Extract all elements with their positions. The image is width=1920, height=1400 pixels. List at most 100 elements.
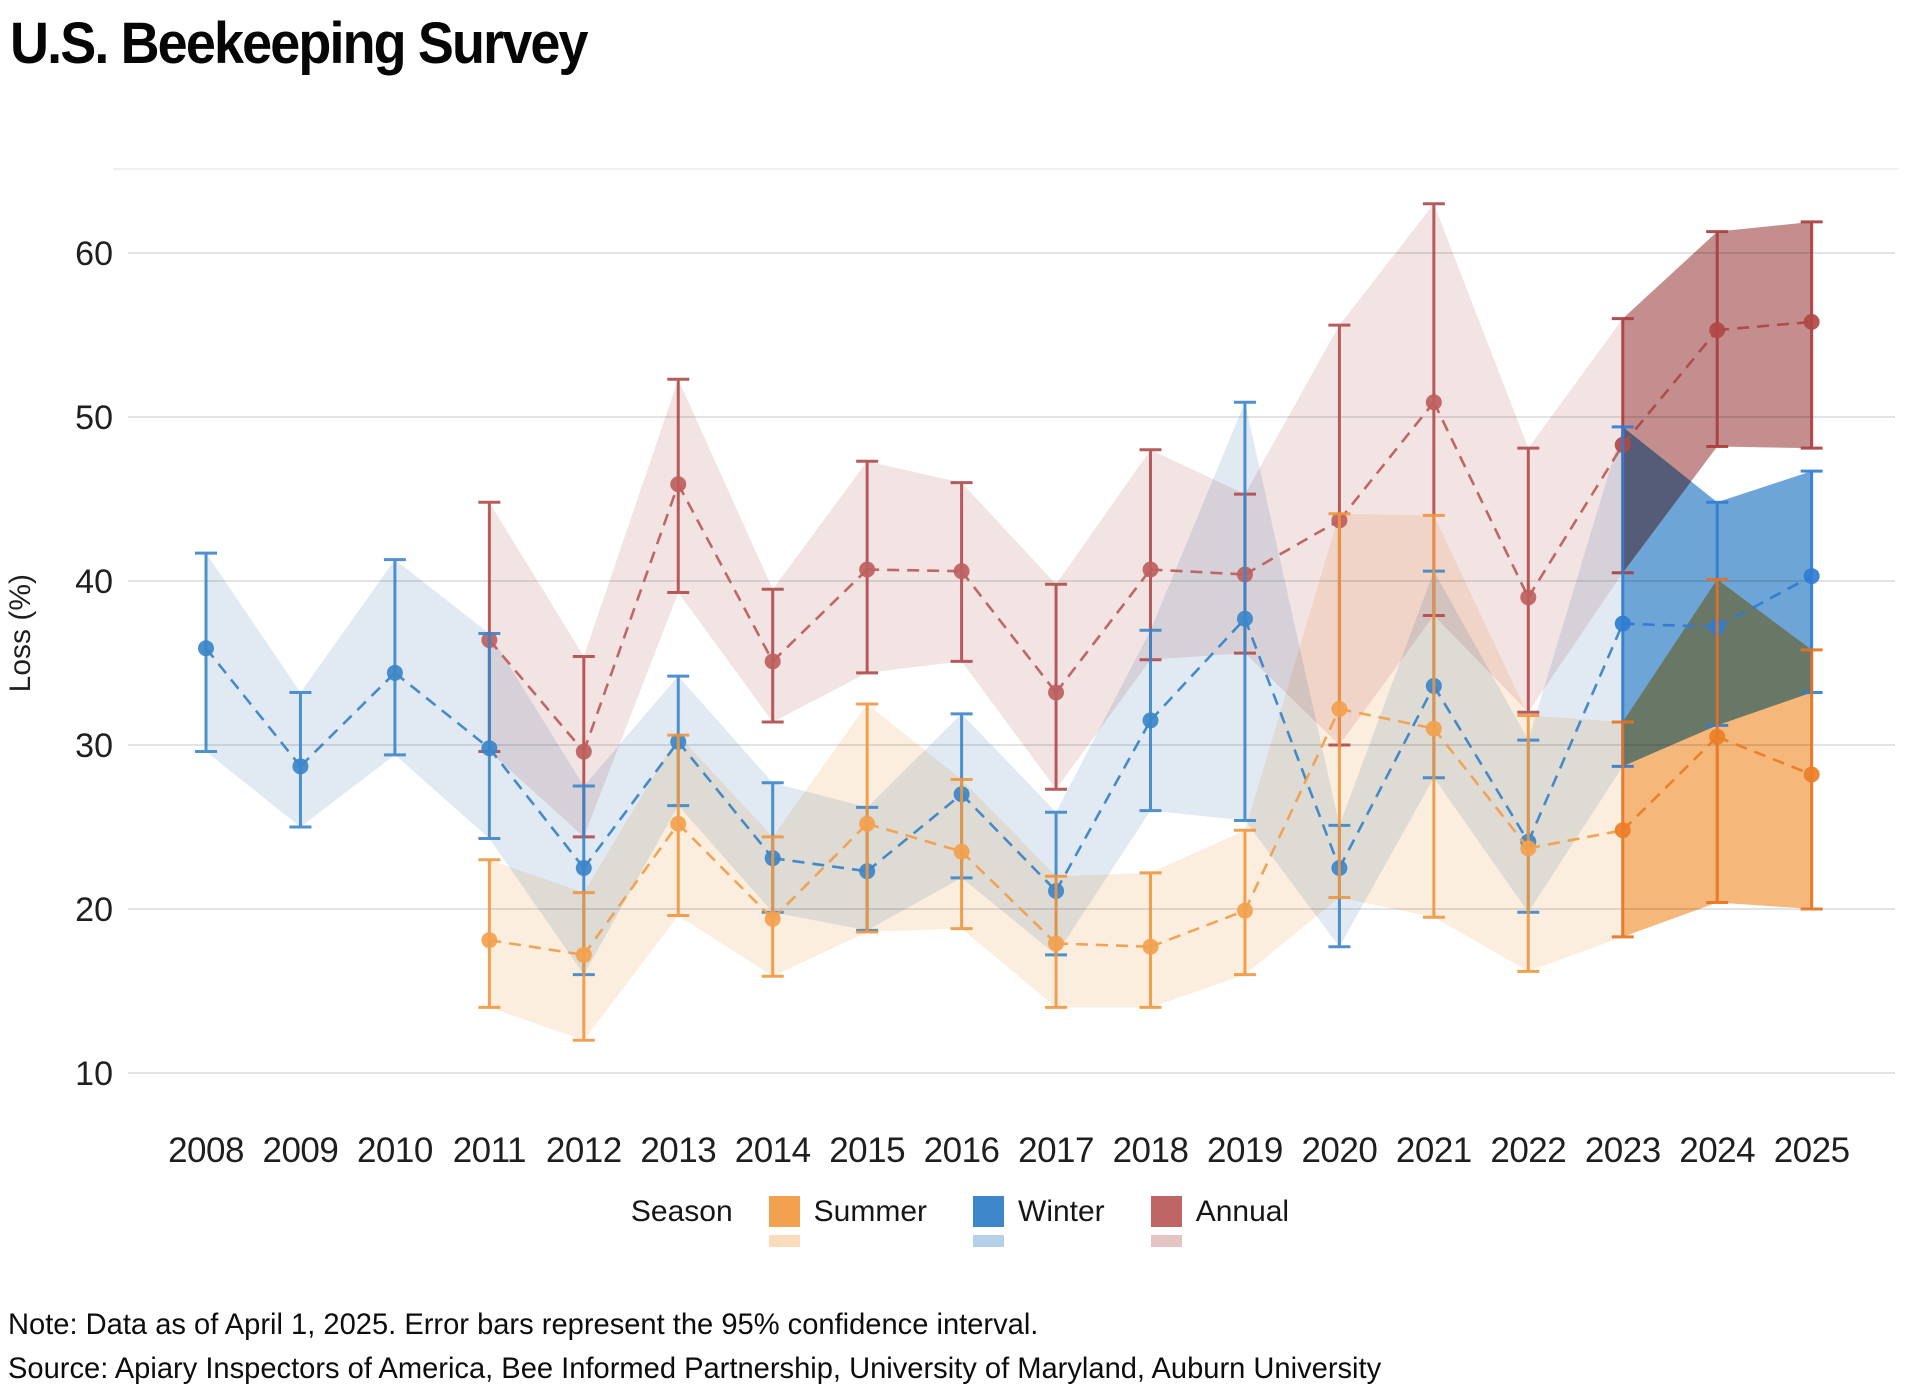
data-point (575, 743, 592, 760)
data-point (1520, 840, 1537, 857)
series-line-segment (1339, 707, 1435, 730)
series-line-segment (1621, 735, 1719, 832)
series-line-segment (1054, 719, 1152, 892)
data-point (1236, 902, 1253, 919)
data-point (953, 563, 970, 580)
series-summer (478, 512, 1823, 1042)
series-line-segment (489, 938, 585, 957)
data-point (953, 843, 970, 860)
x-tick-label: 2015 (829, 1131, 905, 1170)
annual-swatch-icon (1150, 1196, 1182, 1247)
x-tick-label: 2021 (1396, 1131, 1472, 1170)
data-point (1803, 568, 1820, 585)
data-point (1048, 684, 1065, 701)
series-line-segment (1243, 708, 1341, 912)
data-point (1142, 561, 1159, 578)
series-line-segment (866, 793, 963, 873)
data-point (1048, 935, 1065, 952)
data-point (1614, 615, 1631, 632)
series-line-segment (1716, 574, 1813, 629)
y-tick-label: 60 (75, 235, 113, 273)
series-line-segment (1150, 909, 1246, 948)
error-bar (761, 835, 784, 978)
series-line-segment (1338, 401, 1435, 522)
data-point (1425, 720, 1442, 737)
series-line-segment (772, 856, 868, 873)
legend-item-winter: Winter (973, 1196, 1105, 1247)
y-tick-label: 10 (75, 1055, 113, 1093)
series-line-segment (1528, 829, 1623, 850)
series-line-segment (866, 822, 962, 853)
series-line-segment (1717, 320, 1812, 332)
series-line-segment (1621, 329, 1719, 446)
x-tick-label: 2009 (263, 1131, 339, 1170)
data-point (1142, 938, 1159, 955)
x-tick-label: 2012 (546, 1131, 622, 1170)
legend-title: Season (630, 1195, 733, 1228)
error-bar (1233, 828, 1256, 977)
data-point (1236, 610, 1253, 627)
legend: Season Summer Winter Annual (0, 1196, 1920, 1247)
data-point (764, 653, 781, 670)
series-line-segment (488, 747, 585, 869)
series-line-segment (867, 568, 962, 573)
series-line-segment (488, 639, 585, 753)
x-tick-label: 2014 (735, 1131, 811, 1170)
data-point (859, 815, 876, 832)
data-point (859, 561, 876, 578)
series-line-segment (299, 671, 396, 768)
x-tick-label: 2023 (1585, 1131, 1661, 1170)
x-tick-label: 2022 (1490, 1131, 1566, 1170)
data-point (481, 740, 498, 757)
x-tick-label: 2011 (453, 1131, 526, 1170)
series-line-segment (771, 822, 869, 920)
series-line-segment (677, 483, 774, 662)
data-point (198, 640, 214, 657)
series-line-segment (1432, 401, 1530, 598)
data-point (1614, 822, 1631, 839)
series-line-segment (1244, 519, 1341, 576)
series-line-segment (1243, 618, 1341, 869)
series-line-segment (1622, 622, 1718, 629)
data-point (1803, 766, 1820, 783)
error-bar (1517, 446, 1540, 714)
x-tick-label: 2025 (1774, 1131, 1850, 1170)
x-tick-label: 2016 (924, 1131, 1000, 1170)
series-line-segment (771, 568, 869, 663)
series-line-segment (582, 483, 680, 752)
series-line-segment (960, 570, 1058, 694)
error-bar (1800, 220, 1823, 450)
y-tick-label: 40 (75, 563, 113, 601)
series-line-segment (1149, 617, 1246, 722)
note-text: Note: Data as of April 1, 2025. Error ba… (8, 1308, 1039, 1341)
series-line-segment (677, 740, 774, 859)
data-point (481, 932, 498, 949)
data-point (1803, 313, 1820, 330)
data-point (1520, 589, 1537, 606)
series-line-segment (1432, 727, 1530, 850)
series-line-segment (1716, 735, 1813, 776)
x-tick-label: 2008 (168, 1131, 244, 1170)
error-bar (572, 891, 595, 1042)
y-axis-title: Loss (%) (4, 574, 37, 693)
error-bar (478, 631, 501, 840)
series-line-segment (677, 822, 774, 920)
winter-swatch-icon (973, 1196, 1004, 1247)
series-line-segment (582, 740, 680, 869)
data-point (764, 910, 781, 927)
page-title: U.S. Beekeeping Survey (10, 11, 589, 76)
series-line-segment (960, 793, 1057, 892)
legend-label-annual: Annual (1195, 1195, 1290, 1228)
legend-item-summer: Summer (768, 1195, 927, 1247)
y-tick-label: 20 (75, 891, 113, 929)
legend-item-annual: Annual (1150, 1195, 1290, 1247)
legend-label-summer: Summer (813, 1195, 927, 1228)
legend-label-winter: Winter (1018, 1195, 1105, 1228)
error-bar (383, 558, 406, 757)
series-line-segment (960, 850, 1057, 945)
data-point (1425, 394, 1442, 411)
series-line-segment (1055, 568, 1152, 694)
x-tick-label: 2019 (1207, 1131, 1283, 1170)
